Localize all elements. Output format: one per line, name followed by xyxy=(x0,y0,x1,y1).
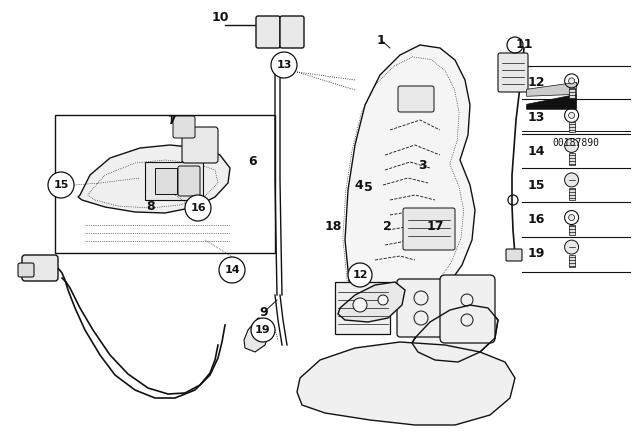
Circle shape xyxy=(48,172,74,198)
FancyBboxPatch shape xyxy=(398,86,434,112)
Circle shape xyxy=(564,138,579,152)
FancyBboxPatch shape xyxy=(568,88,575,98)
Text: 6: 6 xyxy=(248,155,257,168)
FancyBboxPatch shape xyxy=(568,224,575,234)
Text: 3: 3 xyxy=(418,159,427,172)
Text: 14: 14 xyxy=(224,265,240,275)
Polygon shape xyxy=(297,342,515,425)
Polygon shape xyxy=(244,318,270,352)
Text: 1: 1 xyxy=(376,34,385,47)
FancyBboxPatch shape xyxy=(145,162,203,200)
Text: 16: 16 xyxy=(190,203,206,213)
Circle shape xyxy=(271,52,297,78)
Text: 7: 7 xyxy=(167,113,176,127)
Text: 4: 4 xyxy=(354,179,363,193)
Text: 13: 13 xyxy=(276,60,292,70)
Circle shape xyxy=(568,215,575,220)
Text: 15: 15 xyxy=(528,179,545,193)
Circle shape xyxy=(564,240,579,254)
Circle shape xyxy=(185,195,211,221)
Text: 12: 12 xyxy=(352,270,368,280)
Polygon shape xyxy=(338,282,405,322)
FancyBboxPatch shape xyxy=(155,168,177,194)
FancyBboxPatch shape xyxy=(173,116,195,138)
Text: 5: 5 xyxy=(364,181,372,194)
Polygon shape xyxy=(78,145,230,213)
FancyBboxPatch shape xyxy=(440,275,495,343)
Polygon shape xyxy=(345,45,475,305)
Text: 13: 13 xyxy=(528,111,545,124)
Text: 00187890: 00187890 xyxy=(552,138,600,148)
Circle shape xyxy=(251,318,275,342)
FancyBboxPatch shape xyxy=(397,279,445,337)
FancyBboxPatch shape xyxy=(256,16,280,48)
Text: 8: 8 xyxy=(146,199,155,213)
FancyBboxPatch shape xyxy=(280,16,304,48)
FancyBboxPatch shape xyxy=(568,122,575,132)
Text: 10: 10 xyxy=(212,10,230,24)
Circle shape xyxy=(219,257,245,283)
Circle shape xyxy=(564,173,579,187)
FancyBboxPatch shape xyxy=(568,153,575,165)
Polygon shape xyxy=(527,82,577,96)
FancyBboxPatch shape xyxy=(182,127,218,163)
Text: 12: 12 xyxy=(528,76,545,90)
Text: 15: 15 xyxy=(53,180,68,190)
FancyBboxPatch shape xyxy=(18,263,34,277)
Ellipse shape xyxy=(401,89,429,111)
FancyBboxPatch shape xyxy=(568,188,575,200)
Circle shape xyxy=(568,112,575,118)
Circle shape xyxy=(348,263,372,287)
Circle shape xyxy=(568,78,575,84)
FancyBboxPatch shape xyxy=(506,249,522,261)
FancyBboxPatch shape xyxy=(498,53,528,92)
Text: 9: 9 xyxy=(259,306,268,319)
Text: 14: 14 xyxy=(528,145,545,158)
Text: 16: 16 xyxy=(528,213,545,226)
FancyBboxPatch shape xyxy=(403,208,455,250)
Polygon shape xyxy=(527,95,577,109)
Text: 11: 11 xyxy=(516,38,534,52)
FancyBboxPatch shape xyxy=(22,255,58,281)
Polygon shape xyxy=(412,305,498,362)
FancyBboxPatch shape xyxy=(178,166,200,196)
Text: 17: 17 xyxy=(426,220,444,233)
Circle shape xyxy=(353,298,367,312)
Circle shape xyxy=(378,295,388,305)
Text: 2: 2 xyxy=(383,220,392,233)
Text: 19: 19 xyxy=(528,246,545,260)
FancyBboxPatch shape xyxy=(568,255,575,267)
Text: 18: 18 xyxy=(324,220,342,233)
Text: 19: 19 xyxy=(255,325,271,335)
FancyBboxPatch shape xyxy=(335,282,390,334)
